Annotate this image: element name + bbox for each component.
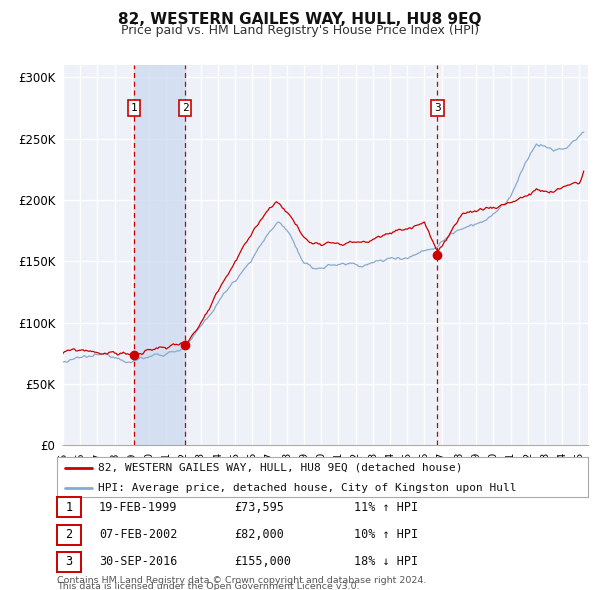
Text: 18% ↓ HPI: 18% ↓ HPI [354,555,418,568]
Text: 30-SEP-2016: 30-SEP-2016 [99,555,178,568]
Text: £82,000: £82,000 [234,528,284,541]
Text: £73,595: £73,595 [234,501,284,514]
Text: 3: 3 [434,103,441,113]
Text: HPI: Average price, detached house, City of Kingston upon Hull: HPI: Average price, detached house, City… [98,483,517,493]
Text: 1: 1 [131,103,137,113]
Text: 11% ↑ HPI: 11% ↑ HPI [354,501,418,514]
Text: 07-FEB-2002: 07-FEB-2002 [99,528,178,541]
Text: £155,000: £155,000 [234,555,291,568]
Text: 82, WESTERN GAILES WAY, HULL, HU8 9EQ (detached house): 82, WESTERN GAILES WAY, HULL, HU8 9EQ (d… [98,463,463,473]
Text: 3: 3 [65,555,73,568]
Text: 2: 2 [182,103,188,113]
Text: 2: 2 [65,528,73,541]
Bar [134,65,185,445]
Text: This data is licensed under the Open Government Licence v3.0.: This data is licensed under the Open Gov… [57,582,359,590]
Text: Contains HM Land Registry data © Crown copyright and database right 2024.: Contains HM Land Registry data © Crown c… [57,576,427,585]
Text: Price paid vs. HM Land Registry's House Price Index (HPI): Price paid vs. HM Land Registry's House … [121,24,479,37]
Text: 10% ↑ HPI: 10% ↑ HPI [354,528,418,541]
Text: 19-FEB-1999: 19-FEB-1999 [99,501,178,514]
Text: 1: 1 [65,501,73,514]
Text: 82, WESTERN GAILES WAY, HULL, HU8 9EQ: 82, WESTERN GAILES WAY, HULL, HU8 9EQ [118,12,482,27]
